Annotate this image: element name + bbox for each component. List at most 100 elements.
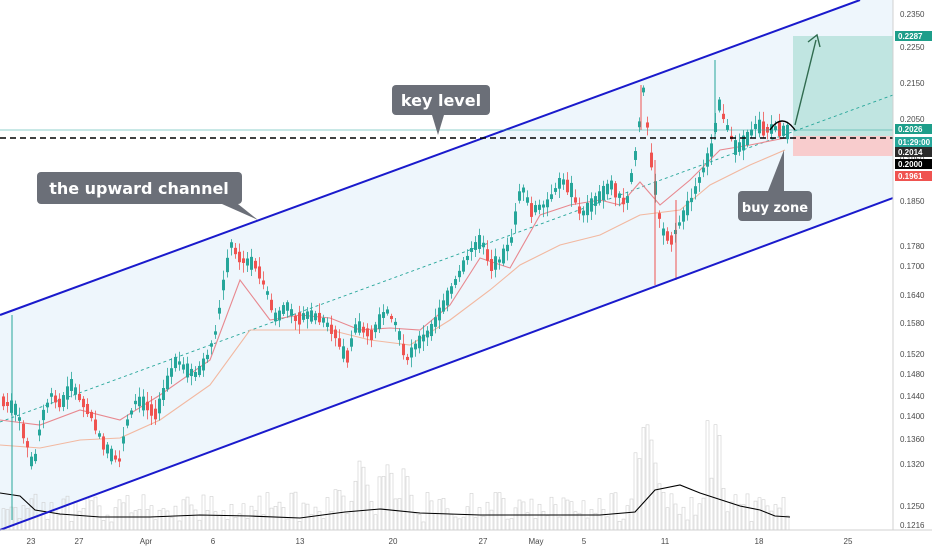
price-badge-label: 0.1961 [898, 172, 923, 181]
candle-body [62, 395, 65, 407]
callout-upward-channel-label: the upward channel [49, 179, 229, 198]
volume-bar [137, 509, 142, 530]
candle-body [746, 131, 749, 146]
candle-body [386, 309, 389, 314]
candle-body [686, 200, 689, 216]
candle-body [594, 196, 597, 206]
candle-body [562, 179, 565, 185]
candle-body [66, 386, 69, 400]
candle-body [314, 313, 317, 321]
candle-body [774, 126, 777, 131]
volume-bar [625, 505, 630, 530]
volume-bar [445, 508, 450, 530]
price-tick-label: 0.1580 [900, 319, 925, 328]
candle-body [702, 167, 705, 173]
volume-bar [473, 517, 478, 530]
volume-bar [569, 501, 574, 530]
volume-bar [745, 493, 750, 530]
trend-arrow-head-icon [807, 33, 821, 48]
candle-body [46, 402, 49, 408]
price-tick-label: 0.1780 [900, 242, 925, 251]
volume-bar [105, 514, 110, 530]
volume-bar [89, 500, 94, 530]
volume-bar [637, 458, 642, 530]
time-axis[interactable]: 23 27 Apr 6 13 20 27 May 5 11 18 25 [27, 537, 853, 546]
volume-bar [665, 507, 670, 530]
volume-bar [173, 505, 178, 530]
volume-bar [697, 503, 702, 530]
price-axis[interactable]: 0.23500.22500.21500.20500.19500.18500.17… [900, 10, 925, 530]
candle-body [422, 334, 425, 342]
volume-bar [621, 518, 626, 530]
candle-body [54, 395, 57, 403]
volume-bar [677, 513, 682, 530]
volume-bar [613, 492, 618, 530]
volume-bar [221, 510, 226, 530]
volume-bar [549, 496, 554, 530]
volume-bar [605, 516, 610, 530]
candle-body [230, 242, 233, 248]
candle-body [614, 183, 617, 198]
candle-body [622, 197, 625, 205]
candle-body [146, 401, 149, 411]
volume-bar [641, 427, 646, 530]
candle-body [390, 315, 393, 320]
candle-body [778, 122, 781, 137]
volume-bar [121, 502, 126, 530]
volume-bar [509, 518, 514, 530]
volume-bar [389, 472, 394, 530]
candle-body [222, 279, 225, 291]
price-tick-label: 0.1850 [900, 197, 925, 206]
candle-body [694, 186, 697, 194]
candle-body [398, 331, 401, 340]
volume-bar [577, 512, 582, 530]
time-tick-label: 25 [844, 537, 853, 546]
callout-upward-channel: the upward channel [37, 172, 258, 220]
volume-bar [233, 516, 238, 530]
volume-bar [693, 514, 698, 530]
volume-bar [85, 497, 90, 530]
projection-curve [769, 120, 796, 131]
volume-bar [1, 508, 6, 530]
volume-bar [69, 520, 74, 530]
candle-body [214, 331, 217, 335]
candle-body [278, 310, 281, 321]
time-tick-label: 20 [389, 537, 398, 546]
volume-bar [773, 504, 778, 530]
candle-body [170, 368, 173, 377]
price-badge [895, 124, 932, 134]
volume-bar [661, 492, 666, 530]
candle-body [454, 279, 457, 285]
volume-bar [405, 476, 410, 530]
volume-bar [449, 514, 454, 530]
price-badge [895, 171, 932, 181]
candle-body [350, 338, 353, 347]
volume-bar [477, 507, 482, 530]
volume-moving-average [0, 484, 791, 519]
channel-fill [0, 0, 893, 530]
candle-body [782, 125, 785, 136]
volume-bar [97, 505, 102, 530]
channel-lower-line [0, 197, 894, 531]
volume-bar [769, 510, 774, 530]
candle-body [338, 338, 341, 347]
price-badge [895, 137, 932, 147]
volume-bar [493, 492, 498, 530]
candle-body [706, 153, 709, 167]
volume-bar [589, 509, 594, 530]
candle-body [294, 315, 297, 322]
candle-body [786, 124, 789, 140]
price-tick-label: 0.1700 [900, 262, 925, 271]
volume-bar [169, 517, 174, 530]
candle-body [566, 179, 569, 193]
volume-bar [337, 490, 342, 530]
volume-bar [93, 496, 98, 530]
candle-body [470, 248, 473, 252]
candle-body [142, 396, 145, 411]
candle-body [182, 364, 185, 370]
volume-bar [397, 498, 402, 530]
candle-body [370, 329, 373, 341]
price-tick-label: 0.1216 [900, 521, 925, 530]
volume-bar [185, 496, 190, 530]
